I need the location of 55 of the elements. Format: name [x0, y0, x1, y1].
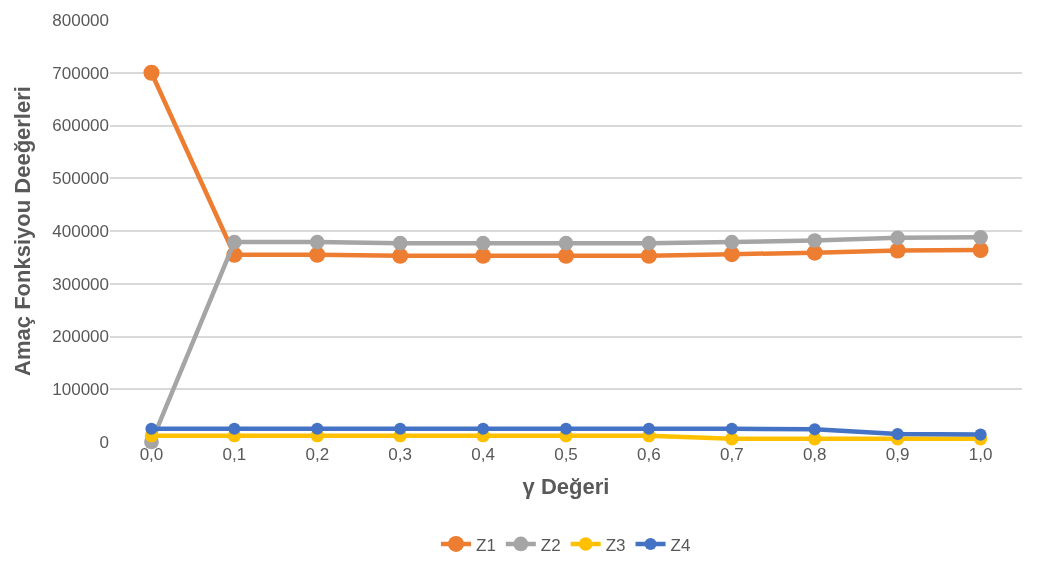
x-tick-label: 0,4	[471, 445, 495, 464]
point	[309, 234, 325, 250]
y-tick-label: 200000	[52, 327, 109, 347]
x-tick-label: 0,2	[305, 445, 330, 464]
x-tick-label: 0,6	[637, 445, 661, 464]
point	[724, 234, 740, 250]
y-axis-title: Amaç Fonksiyou Deeğerleri	[10, 86, 36, 376]
y-tick-label: 600000	[52, 116, 109, 136]
point	[972, 241, 989, 258]
point	[559, 422, 573, 435]
point	[477, 422, 490, 435]
point	[891, 428, 904, 441]
point	[228, 422, 241, 435]
point	[889, 242, 906, 259]
point	[642, 422, 655, 435]
point	[394, 422, 407, 435]
x-tick-label: 1,0	[968, 445, 993, 464]
x-tick-label: 0,0	[139, 445, 164, 464]
point	[725, 422, 738, 435]
point	[143, 64, 160, 81]
x-tick-label: 0,8	[802, 445, 827, 464]
x-tick-label: 0,7	[720, 445, 744, 464]
x-tick-label: 0,5	[554, 445, 578, 464]
point	[309, 246, 326, 263]
point	[392, 235, 408, 251]
point	[227, 234, 242, 250]
point	[145, 422, 158, 435]
point	[973, 229, 988, 245]
y-tick-label: 500000	[52, 169, 109, 189]
point	[392, 247, 409, 264]
point	[808, 423, 821, 436]
point	[641, 235, 657, 251]
point	[558, 235, 574, 251]
legend-label: Z4	[670, 535, 691, 555]
point	[475, 235, 491, 251]
y-tick-label: 300000	[52, 274, 109, 294]
x-tick-label: 0,1	[222, 445, 247, 464]
point	[475, 247, 492, 264]
y-tick-label: 100000	[52, 380, 109, 400]
y-tick-label: 800000	[52, 10, 109, 30]
x-axis-title: γ Değeri	[522, 473, 610, 499]
y-tick-label: 0	[99, 432, 109, 452]
legend-label: Z2	[540, 535, 561, 555]
y-tick-label: 400000	[52, 221, 109, 241]
x-tick-label: 0,9	[885, 445, 910, 464]
point	[890, 230, 905, 246]
legend-label: Z1	[476, 535, 496, 555]
point	[974, 428, 987, 441]
y-tick-label: 700000	[52, 63, 109, 83]
x-tick-label: 0,3	[388, 445, 412, 464]
point	[807, 233, 823, 248]
point	[558, 247, 574, 264]
legend-label: Z3	[605, 535, 626, 555]
point	[311, 422, 324, 435]
point	[640, 247, 657, 264]
